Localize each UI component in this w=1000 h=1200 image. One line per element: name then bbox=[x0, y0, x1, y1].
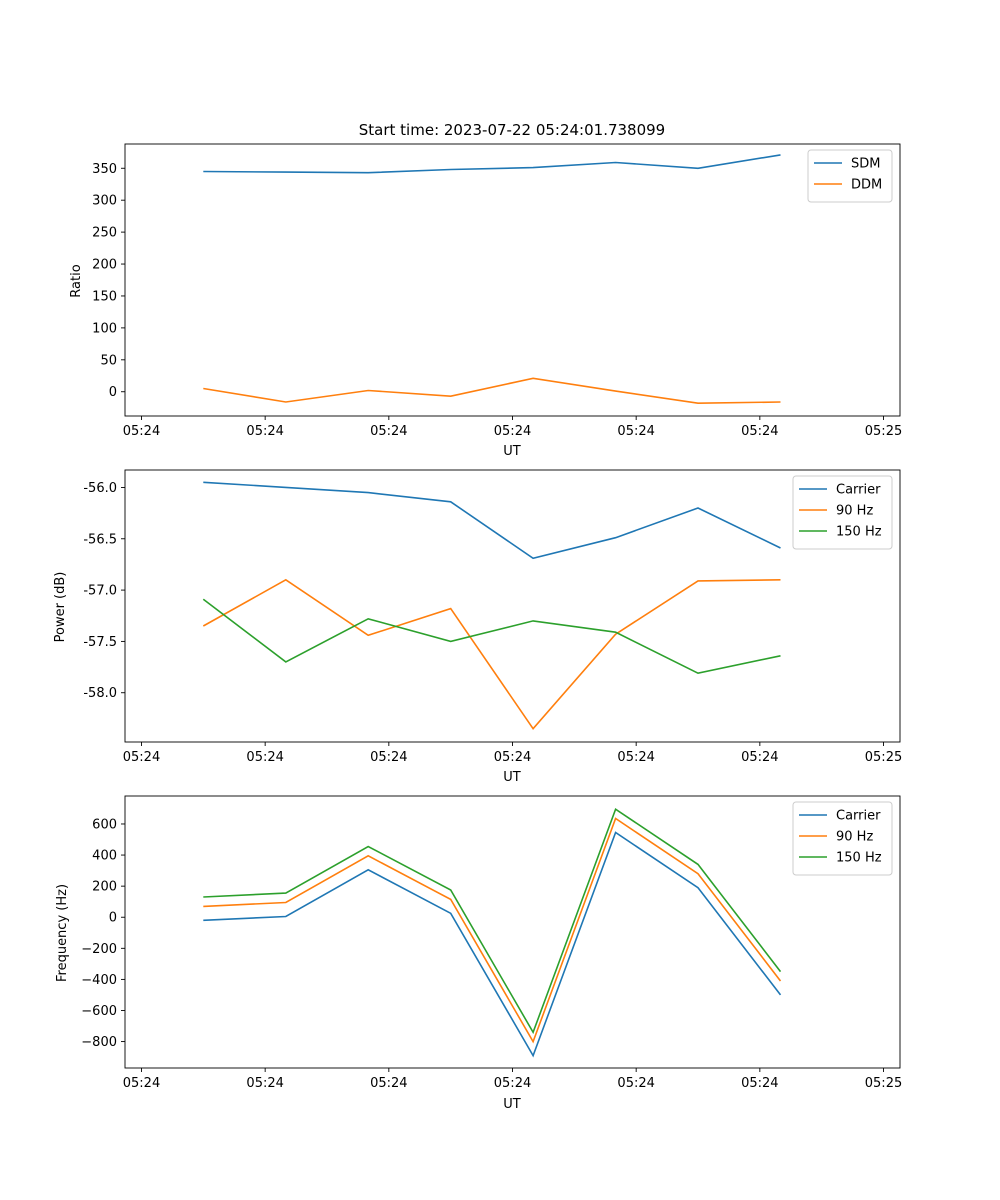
frequency-y-axis-label: Frequency (Hz) bbox=[55, 884, 70, 982]
power-x-tick-label: 05:24 bbox=[494, 750, 531, 765]
frequency-x-tick-label: 05:24 bbox=[617, 1076, 654, 1091]
ratio-y-tick-label: 350 bbox=[92, 162, 117, 177]
power-x-tick-label: 05:25 bbox=[865, 750, 902, 765]
power-series-carrier-line bbox=[203, 481, 781, 560]
power-x-tick-label: 05:24 bbox=[370, 750, 407, 765]
frequency-series-carrier-line bbox=[203, 831, 782, 1058]
power-legend-label-150-hz: 150 Hz bbox=[836, 525, 882, 540]
frequency-axes-frame bbox=[124, 795, 901, 1069]
frequency-y-tick-label: 600 bbox=[92, 817, 117, 832]
power-axes-frame bbox=[124, 469, 901, 743]
frequency-legend: Carrier 90 Hz 150 Hz bbox=[792, 801, 893, 876]
ratio-x-tick-label: 05:24 bbox=[617, 424, 654, 439]
ratio-series-ddm-line bbox=[203, 377, 781, 405]
ratio-y-tick-label: 250 bbox=[92, 226, 117, 241]
frequency-y-tick-label: −200 bbox=[81, 942, 117, 957]
ratio-x-axis-label: UT bbox=[503, 444, 521, 459]
power-series-90-hz-line bbox=[202, 578, 781, 731]
power-series-150-hz-line bbox=[202, 598, 781, 675]
figure-title: Start time: 2023-07-22 05:24:01.738099 bbox=[359, 121, 665, 139]
ratio-y-tick-label: 150 bbox=[92, 289, 117, 304]
frequency-y-tick-label: −800 bbox=[81, 1035, 117, 1050]
power-y-tick-label: -58.0 bbox=[83, 686, 117, 701]
frequency-legend-label-carrier: Carrier bbox=[836, 809, 881, 824]
power-y-axis-label: Power (dB) bbox=[53, 572, 68, 643]
power-y-tick-label: -57.0 bbox=[83, 584, 117, 599]
frequency-x-tick-label: 05:25 bbox=[865, 1076, 902, 1091]
ratio-y-tick-label: 0 bbox=[109, 385, 117, 400]
panel-frequency: 05:24 05:24 05:24 05:24 05:24 05:24 05:25 −800 −… bbox=[55, 795, 902, 1112]
power-legend-label-carrier: Carrier bbox=[836, 483, 881, 498]
frequency-y-tick-label: 0 bbox=[109, 911, 117, 926]
ratio-x-tick-label: 05:25 bbox=[865, 424, 902, 439]
ratio-legend: SDM DDM bbox=[807, 149, 893, 203]
ratio-legend-label-ddm: DDM bbox=[851, 178, 882, 193]
frequency-x-tick-label: 05:24 bbox=[494, 1076, 531, 1091]
frequency-x-tick-label: 05:24 bbox=[246, 1076, 283, 1091]
ratio-x-tick-label: 05:24 bbox=[741, 424, 778, 439]
ratio-y-tick-label: 50 bbox=[100, 353, 117, 368]
frequency-legend-label-150-hz: 150 Hz bbox=[836, 851, 882, 866]
ratio-x-tick-label: 05:24 bbox=[246, 424, 283, 439]
frequency-plot-area: 05:24 05:24 05:24 05:24 05:24 05:24 05:25 −800 −… bbox=[81, 795, 902, 1091]
ratio-y-tick-label: 300 bbox=[92, 194, 117, 209]
ratio-plot-area: 05:24 05:24 05:24 05:24 05:24 05:24 05:25 0 50 10… bbox=[92, 143, 902, 439]
power-y-tick-label: -56.0 bbox=[83, 481, 117, 496]
panel-ratio: 05:24 05:24 05:24 05:24 05:24 05:24 05:25 0 50 10… bbox=[69, 143, 902, 459]
ratio-y-axis-label: Ratio bbox=[69, 264, 84, 297]
power-plot-area: 05:24 05:24 05:24 05:24 05:24 05:24 05:25 -58.0… bbox=[83, 469, 902, 765]
frequency-y-tick-label: −400 bbox=[81, 973, 117, 988]
frequency-y-tick-label: 400 bbox=[92, 849, 117, 864]
power-x-tick-label: 05:24 bbox=[741, 750, 778, 765]
frequency-y-tick-label: 200 bbox=[92, 880, 117, 895]
frequency-x-tick-label: 05:24 bbox=[370, 1076, 407, 1091]
ratio-y-tick-label: 200 bbox=[92, 258, 117, 273]
ratio-series-sdm-line bbox=[203, 154, 781, 174]
ratio-axes-frame bbox=[124, 143, 901, 417]
frequency-x-axis-label: UT bbox=[503, 1097, 521, 1112]
frequency-y-tick-label: −600 bbox=[81, 1004, 117, 1019]
power-legend-label-90-hz: 90 Hz bbox=[836, 504, 873, 519]
power-legend: Carrier 90 Hz 150 Hz bbox=[792, 475, 893, 550]
power-x-axis-label: UT bbox=[503, 770, 521, 785]
ratio-y-tick-label: 100 bbox=[92, 321, 117, 336]
power-y-tick-label: -56.5 bbox=[83, 532, 117, 547]
power-x-tick-label: 05:24 bbox=[123, 750, 160, 765]
ratio-x-tick-label: 05:24 bbox=[123, 424, 160, 439]
frequency-legend-label-90-hz: 90 Hz bbox=[836, 830, 873, 845]
frequency-series-150-hz-line bbox=[203, 807, 782, 1035]
power-x-tick-label: 05:24 bbox=[246, 750, 283, 765]
frequency-x-tick-label: 05:24 bbox=[123, 1076, 160, 1091]
power-x-tick-label: 05:24 bbox=[617, 750, 654, 765]
ratio-legend-label-sdm: SDM bbox=[851, 157, 880, 172]
panel-power: 05:24 05:24 05:24 05:24 05:24 05:24 05:25 -58.0… bbox=[53, 469, 902, 785]
ratio-x-tick-label: 05:24 bbox=[494, 424, 531, 439]
power-y-tick-label: -57.5 bbox=[83, 635, 117, 650]
frequency-x-tick-label: 05:24 bbox=[741, 1076, 778, 1091]
frequency-series-90-hz-line bbox=[203, 817, 782, 1044]
ratio-x-tick-label: 05:24 bbox=[370, 424, 407, 439]
